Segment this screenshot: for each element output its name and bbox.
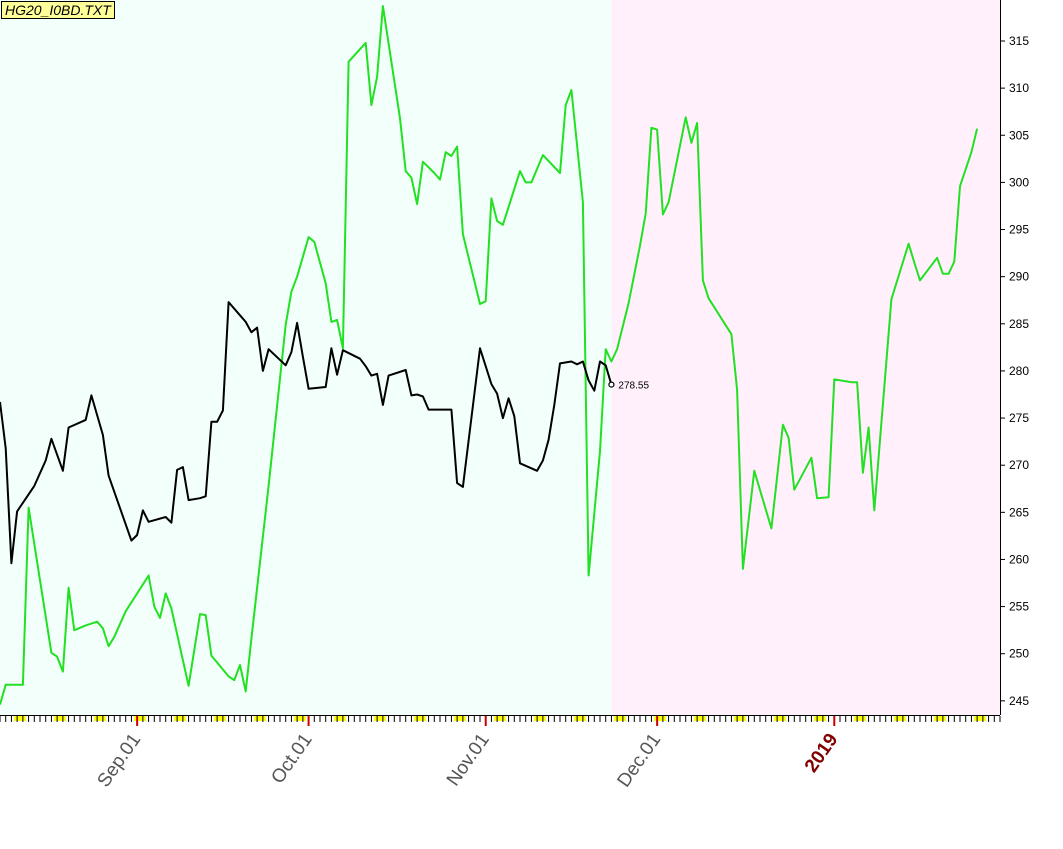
y-tick-label: 305 (1009, 128, 1029, 142)
x-tick-label: Oct.01 (267, 730, 316, 788)
series-line-black (0, 301, 613, 565)
x-tick-label: 2019 (801, 730, 842, 777)
y-tick-label: 285 (1009, 317, 1029, 331)
y-tick-label: 260 (1009, 552, 1029, 566)
last-value-label: 278.55 (618, 381, 649, 392)
y-tick-label: 310 (1009, 81, 1029, 95)
last-value-marker: 278.55 (608, 381, 649, 392)
y-tick-label: 250 (1009, 647, 1029, 661)
y-tick-label: 300 (1009, 175, 1029, 189)
plot-background-left (0, 0, 612, 715)
last-value-dot (608, 381, 615, 388)
series-line-green (0, 5, 979, 705)
y-tick-label: 290 (1009, 270, 1029, 284)
x-tick-label: Dec.01 (614, 730, 666, 791)
y-axis: 245 250 255 260 265 270 275 280 285 290 295 300 305 3… (1000, 0, 1029, 715)
series-group (0, 5, 979, 705)
x-tick-label: Sep.01 (93, 730, 145, 791)
y-tick-label: 270 (1009, 458, 1029, 472)
chart-title: HG20_I0BD.TXT (1, 1, 115, 19)
x-tick-label: Nov.01 (443, 730, 494, 790)
x-axis: Sep.01 Oct.01 Nov.01 Dec.01 2019 (0, 715, 1001, 791)
y-tick-label: 275 (1009, 411, 1029, 425)
y-tick-label: 265 (1009, 505, 1029, 519)
y-tick-label: 245 (1009, 694, 1029, 708)
plot-background-right (611, 0, 1000, 715)
y-tick-label: 280 (1009, 364, 1029, 378)
y-tick-label: 315 (1009, 34, 1029, 48)
y-tick-label: 255 (1009, 600, 1029, 614)
y-tick-label: 295 (1009, 223, 1029, 237)
